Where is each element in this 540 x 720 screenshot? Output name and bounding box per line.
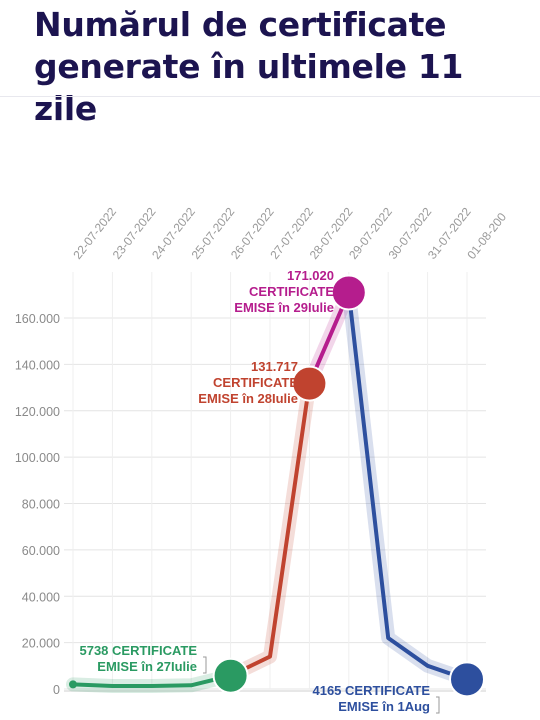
y-tick-label: 60.000 <box>22 544 60 558</box>
annotation-label: 171.020 <box>287 268 334 283</box>
chart-title: Numărul de certificate generate în ultim… <box>34 5 464 128</box>
annotation-bracket <box>436 696 440 714</box>
series-glow <box>341 285 474 687</box>
annotation-label: EMISE în 1Aug <box>338 699 430 714</box>
y-tick-label: 140.000 <box>15 358 60 372</box>
title-divider <box>0 96 540 97</box>
series-line <box>71 673 233 688</box>
annotation-label: 5738 CERTIFICATE <box>79 643 197 658</box>
y-tick-label: 20.000 <box>22 637 60 651</box>
y-tick-label: 160.000 <box>15 312 60 326</box>
annotation-bracket <box>203 656 207 674</box>
y-tick-label: 100.000 <box>15 451 60 465</box>
y-tick-label: 80.000 <box>22 498 60 512</box>
highlight-point <box>330 274 367 311</box>
annotation-label: 4165 CERTIFICATE <box>312 683 430 698</box>
highlight-point <box>449 661 485 698</box>
series-start-point <box>69 680 77 689</box>
annotation-label: EMISE în 27Iulie <box>97 659 197 674</box>
y-tick-label: 40.000 <box>22 590 60 604</box>
y-tick-label: 0 <box>53 683 60 697</box>
annotation-label: 131.717 <box>251 359 298 374</box>
y-tick-label: 120.000 <box>15 405 60 419</box>
x-tick-label: 01-08-200 <box>464 210 509 262</box>
highlight-point <box>212 657 249 694</box>
series-line <box>346 290 469 682</box>
highlight-point <box>291 365 328 402</box>
annotation-label: CERTIFICATE <box>213 375 298 390</box>
annotation-label: CERTIFICATE <box>249 284 334 299</box>
annotation-label: EMISE în 28Iulie <box>198 391 298 406</box>
annotation-label: EMISE în 29Iulie <box>234 300 334 315</box>
